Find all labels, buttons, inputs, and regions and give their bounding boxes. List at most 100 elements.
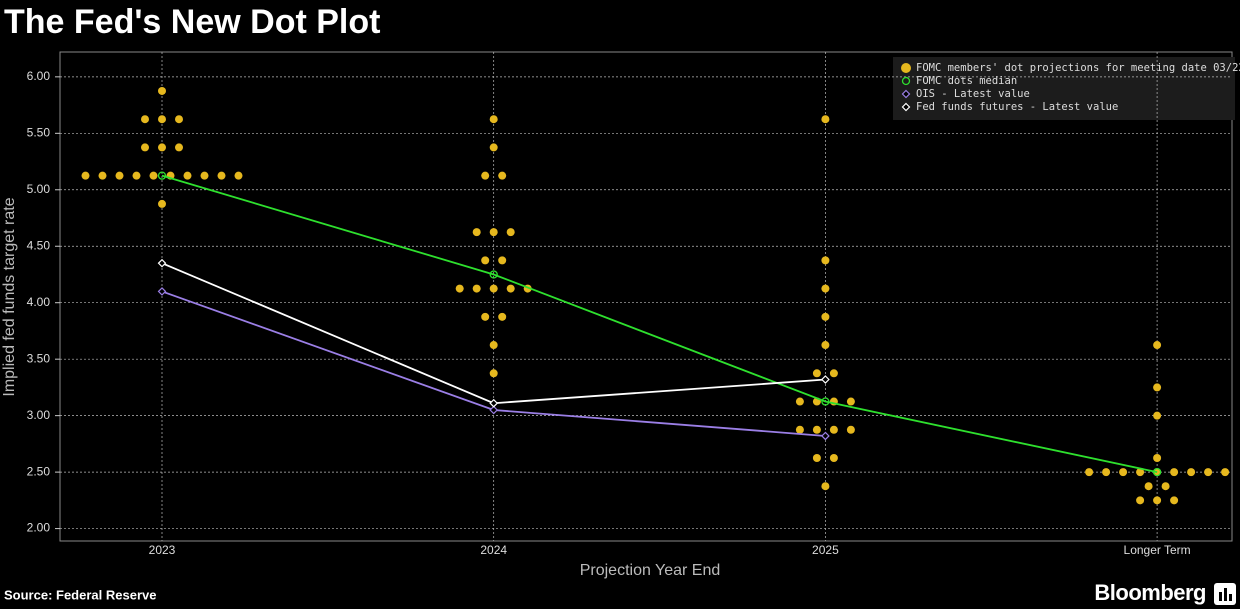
legend-label: FOMC members' dot projections for meetin… [916, 62, 1240, 74]
legend-label: OIS - Latest value [916, 88, 1030, 100]
dot [821, 482, 830, 491]
dot [829, 453, 838, 462]
y-tick-label: 6.00 [27, 69, 51, 83]
dot [175, 143, 183, 152]
dot [200, 171, 209, 180]
y-tick-label: 4.50 [27, 238, 51, 252]
diamond-marker [821, 431, 830, 441]
median-marker [157, 171, 167, 180]
series-line [161, 174, 1158, 473]
dot [812, 453, 821, 462]
dot [489, 228, 498, 237]
dot [1161, 482, 1170, 491]
dot [141, 115, 149, 124]
dot [472, 228, 481, 237]
dot [1153, 453, 1162, 462]
dot [98, 171, 107, 180]
median-marker [821, 397, 830, 406]
diamond-marker [489, 405, 499, 415]
dot [472, 284, 481, 293]
dot [1153, 341, 1162, 350]
dot [158, 86, 166, 95]
dot [183, 171, 192, 180]
dot [1144, 482, 1153, 491]
dot [812, 425, 821, 434]
dot [1136, 468, 1145, 477]
dot [498, 312, 507, 321]
dot [455, 284, 464, 293]
dot [795, 425, 804, 434]
diamond-marker [157, 258, 167, 268]
y-tick-label: 2.00 [27, 521, 51, 535]
y-tick-label: 5.00 [27, 182, 51, 196]
dot [489, 115, 498, 124]
diamond-marker [901, 102, 911, 112]
dot [498, 256, 507, 265]
dot [234, 171, 243, 180]
dot [821, 312, 830, 321]
dot [846, 425, 855, 434]
x-tick-label: 2023 [149, 543, 176, 557]
dot [481, 312, 490, 321]
dot [1119, 468, 1128, 477]
dot [141, 143, 149, 152]
dot [115, 171, 124, 180]
diamond-marker [489, 398, 499, 408]
dot [1153, 383, 1162, 392]
dot [481, 256, 490, 265]
dot [1187, 468, 1196, 477]
dot [506, 228, 515, 237]
dot [1102, 468, 1111, 477]
brand-icon [1214, 583, 1236, 605]
x-axis-label: Projection Year End [580, 562, 721, 579]
y-tick-label: 5.50 [27, 125, 51, 139]
dot [481, 171, 490, 180]
dot [795, 397, 804, 406]
dot [1153, 496, 1162, 505]
dot [158, 143, 166, 152]
diamond-marker [821, 375, 830, 384]
dot [217, 171, 226, 180]
median-marker [1152, 467, 1162, 477]
brand: Bloomberg [1094, 580, 1206, 605]
source: Source: Federal Reserve [4, 587, 156, 602]
dot [158, 115, 166, 124]
dot [1153, 411, 1162, 420]
x-tick-label: 2025 [812, 543, 839, 557]
dot [821, 284, 830, 293]
chart-title: The Fed's New Dot Plot [4, 3, 380, 41]
dot [489, 369, 498, 378]
median-marker [489, 270, 498, 279]
dot [821, 341, 830, 350]
dot [829, 369, 838, 378]
y-axis-label: Implied fed funds target rate [1, 197, 18, 396]
y-tick-label: 2.50 [27, 464, 51, 478]
dot [175, 115, 183, 124]
legend-label: Fed funds futures - Latest value [916, 101, 1118, 113]
y-tick-label: 3.50 [27, 351, 51, 365]
legend-swatch [901, 63, 911, 73]
dot [489, 284, 498, 293]
dot [498, 171, 507, 180]
dot [821, 115, 830, 124]
dot [489, 143, 498, 152]
dot [1136, 496, 1145, 505]
diamond-marker [901, 89, 911, 99]
plot-frame [59, 51, 1233, 542]
dot [149, 171, 158, 180]
dot [1170, 468, 1179, 477]
legend-label: FOMC dots median [916, 75, 1017, 87]
dot [829, 425, 838, 434]
dot [812, 369, 821, 378]
y-tick-label: 4.00 [27, 295, 51, 309]
median-marker [901, 76, 911, 86]
dot [821, 256, 830, 265]
dot [1085, 468, 1094, 477]
dot [489, 341, 498, 350]
dot [158, 199, 166, 208]
dot [1221, 468, 1230, 477]
dot [1170, 496, 1179, 505]
dot [81, 171, 90, 180]
dot [1204, 468, 1213, 477]
